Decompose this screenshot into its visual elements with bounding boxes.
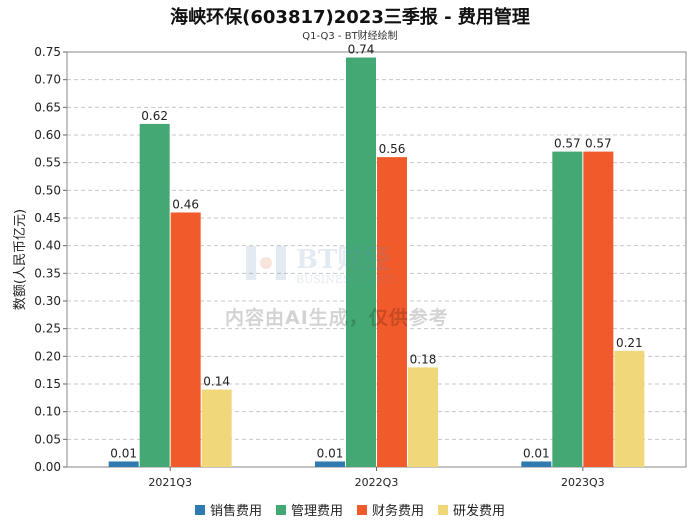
bar-data-label: 0.56 bbox=[379, 142, 406, 156]
bar-data-label: 0.21 bbox=[616, 336, 643, 350]
bar-研发费用-2022Q3 bbox=[408, 367, 438, 467]
bar-研发费用-2021Q3 bbox=[201, 389, 232, 467]
legend-label: 研发费用 bbox=[453, 504, 506, 519]
bar-财务费用-2023Q3 bbox=[583, 151, 614, 467]
logo-bar-icon bbox=[246, 246, 256, 280]
bar-data-label: 0.57 bbox=[554, 137, 581, 151]
bar-data-label: 0.74 bbox=[348, 43, 375, 57]
legend-label: 财务费用 bbox=[372, 504, 425, 519]
y-tick-label: 0.50 bbox=[34, 183, 61, 197]
legend-swatch bbox=[438, 504, 449, 515]
bar-财务费用-2021Q3 bbox=[170, 212, 201, 467]
legend-swatch bbox=[194, 504, 205, 515]
bt-watermark-logo: BT财经 BUSINESSTIMES bbox=[246, 244, 396, 286]
legend-swatch bbox=[275, 504, 286, 515]
y-tick-label: 0.15 bbox=[34, 377, 61, 391]
bar-data-label: 0.46 bbox=[172, 197, 199, 211]
x-tick-label: 2021Q3 bbox=[148, 476, 192, 489]
legend-label: 管理费用 bbox=[290, 504, 343, 519]
bar-data-label: 0.14 bbox=[203, 375, 230, 389]
bar-data-label: 0.01 bbox=[110, 446, 137, 460]
y-tick-label: 0.25 bbox=[34, 322, 61, 336]
chart-subtitle: Q1-Q3 - BT财经绘制 bbox=[302, 31, 398, 42]
chart-title: 海峡环保(603817)2023三季报 - 费用管理 bbox=[170, 7, 530, 28]
bar-销售费用-2021Q3 bbox=[108, 461, 139, 467]
y-tick-label: 0.35 bbox=[34, 266, 61, 280]
bar-data-label: 0.01 bbox=[317, 446, 344, 460]
y-tick-label: 0.00 bbox=[34, 460, 61, 474]
y-tick-label: 0.60 bbox=[34, 128, 61, 142]
bar-data-label: 0.18 bbox=[410, 352, 437, 366]
bar-研发费用-2023Q3 bbox=[614, 350, 645, 467]
watermark-brand-cn: BT财经 bbox=[296, 244, 389, 275]
watermark-brand-en: BUSINESSTIMES bbox=[296, 273, 396, 286]
y-tick-label: 0.10 bbox=[34, 405, 61, 419]
bar-销售费用-2023Q3 bbox=[521, 461, 552, 467]
chart-legend: 销售费用 管理费用 财务费用 研发费用 bbox=[0, 500, 700, 519]
bar-管理费用-2022Q3 bbox=[346, 57, 376, 468]
bar-管理费用-2021Q3 bbox=[139, 123, 170, 467]
y-tick-label: 0.20 bbox=[34, 349, 61, 363]
legend-item: 研发费用 bbox=[438, 500, 505, 519]
x-tick-label: 2023Q3 bbox=[561, 476, 605, 489]
bar-管理费用-2023Q3 bbox=[552, 151, 583, 467]
legend-label: 销售费用 bbox=[209, 504, 262, 519]
ai-notice-watermark: 内容由AI生成，仅供参考 bbox=[225, 307, 449, 329]
y-tick-label: 0.65 bbox=[34, 100, 61, 114]
bar-data-label: 0.01 bbox=[523, 446, 550, 460]
y-tick-label: 0.75 bbox=[34, 45, 61, 59]
legend-item: 销售费用 bbox=[194, 500, 262, 519]
bar-data-label: 0.57 bbox=[585, 137, 612, 151]
x-tick-label: 2022Q3 bbox=[355, 476, 399, 489]
logo-dot-icon bbox=[260, 257, 272, 269]
y-tick-label: 0.30 bbox=[34, 294, 61, 308]
y-tick-label: 0.40 bbox=[34, 239, 61, 253]
legend-item: 财务费用 bbox=[357, 500, 424, 519]
bar-财务费用-2022Q3 bbox=[377, 157, 407, 467]
bar-data-label: 0.62 bbox=[141, 109, 168, 123]
bar-销售费用-2022Q3 bbox=[315, 461, 345, 467]
y-axis-label: 数额(人民币亿元) bbox=[13, 209, 28, 310]
legend-item: 管理费用 bbox=[275, 500, 343, 519]
y-tick-label: 0.70 bbox=[34, 73, 61, 87]
y-tick-label: 0.55 bbox=[34, 156, 61, 170]
y-tick-label: 0.05 bbox=[34, 432, 61, 446]
y-tick-label: 0.45 bbox=[34, 211, 61, 225]
legend-swatch bbox=[357, 504, 367, 515]
logo-bar-icon-2 bbox=[276, 246, 286, 280]
